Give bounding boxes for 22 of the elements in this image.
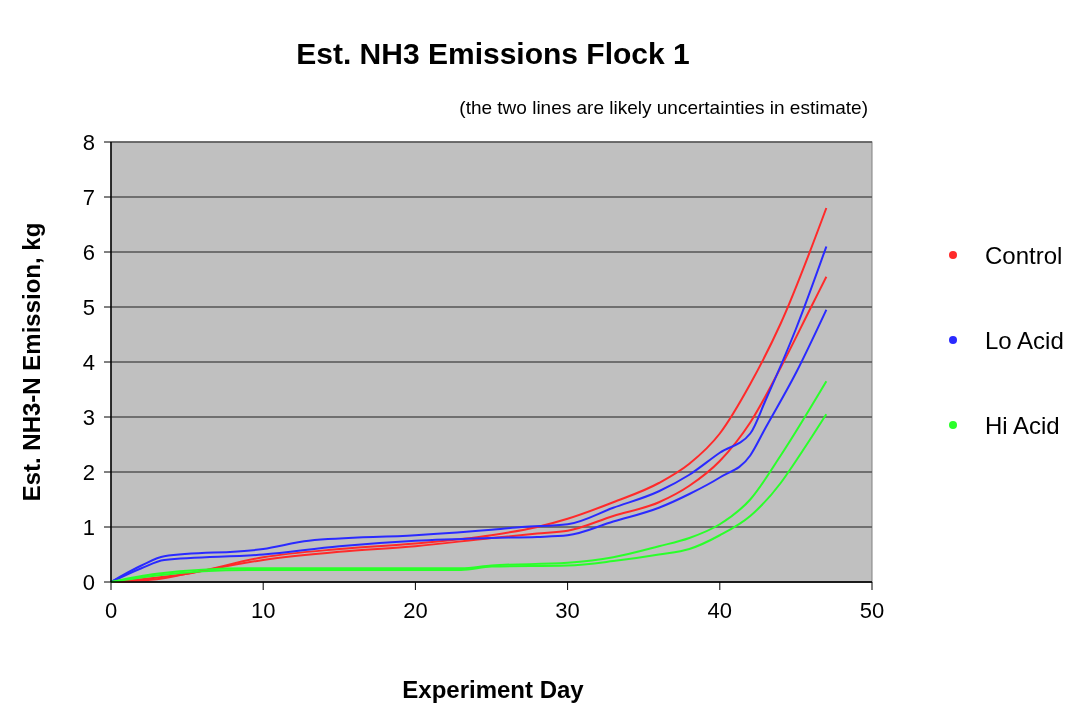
y-tick-label: 3: [82, 405, 95, 430]
x-tick-label: 20: [403, 598, 428, 623]
y-tick-label: 7: [82, 185, 95, 210]
x-tick-label: 0: [104, 598, 118, 623]
y-tick-label: 6: [82, 240, 95, 265]
legend-label: Lo Acid: [985, 327, 1064, 354]
x-tick-label: 40: [707, 598, 733, 623]
x-tick-label: 30: [555, 598, 580, 623]
y-axis-title: Est. NH3-N Emission, kg: [18, 222, 45, 502]
y-tick-label: 5: [82, 295, 95, 320]
y-tick-label: 8: [82, 130, 95, 155]
x-axis-title: Experiment Day: [402, 676, 585, 703]
legend-label: Hi Acid: [985, 412, 1060, 439]
y-tick-label: 0: [82, 570, 95, 595]
y-tick-label: 4: [82, 350, 95, 375]
chart-subtitle: (the two lines are likely uncertainties in estimate): [459, 97, 868, 118]
x-tick-label: 50: [859, 598, 885, 623]
x-tick-label: 10: [250, 598, 276, 623]
y-tick-label: 2: [82, 460, 95, 485]
y-tick-label: 1: [82, 515, 95, 540]
legend-label: Control: [985, 242, 1063, 269]
chart-title: Est. NH3 Emissions Flock 1: [296, 37, 690, 70]
